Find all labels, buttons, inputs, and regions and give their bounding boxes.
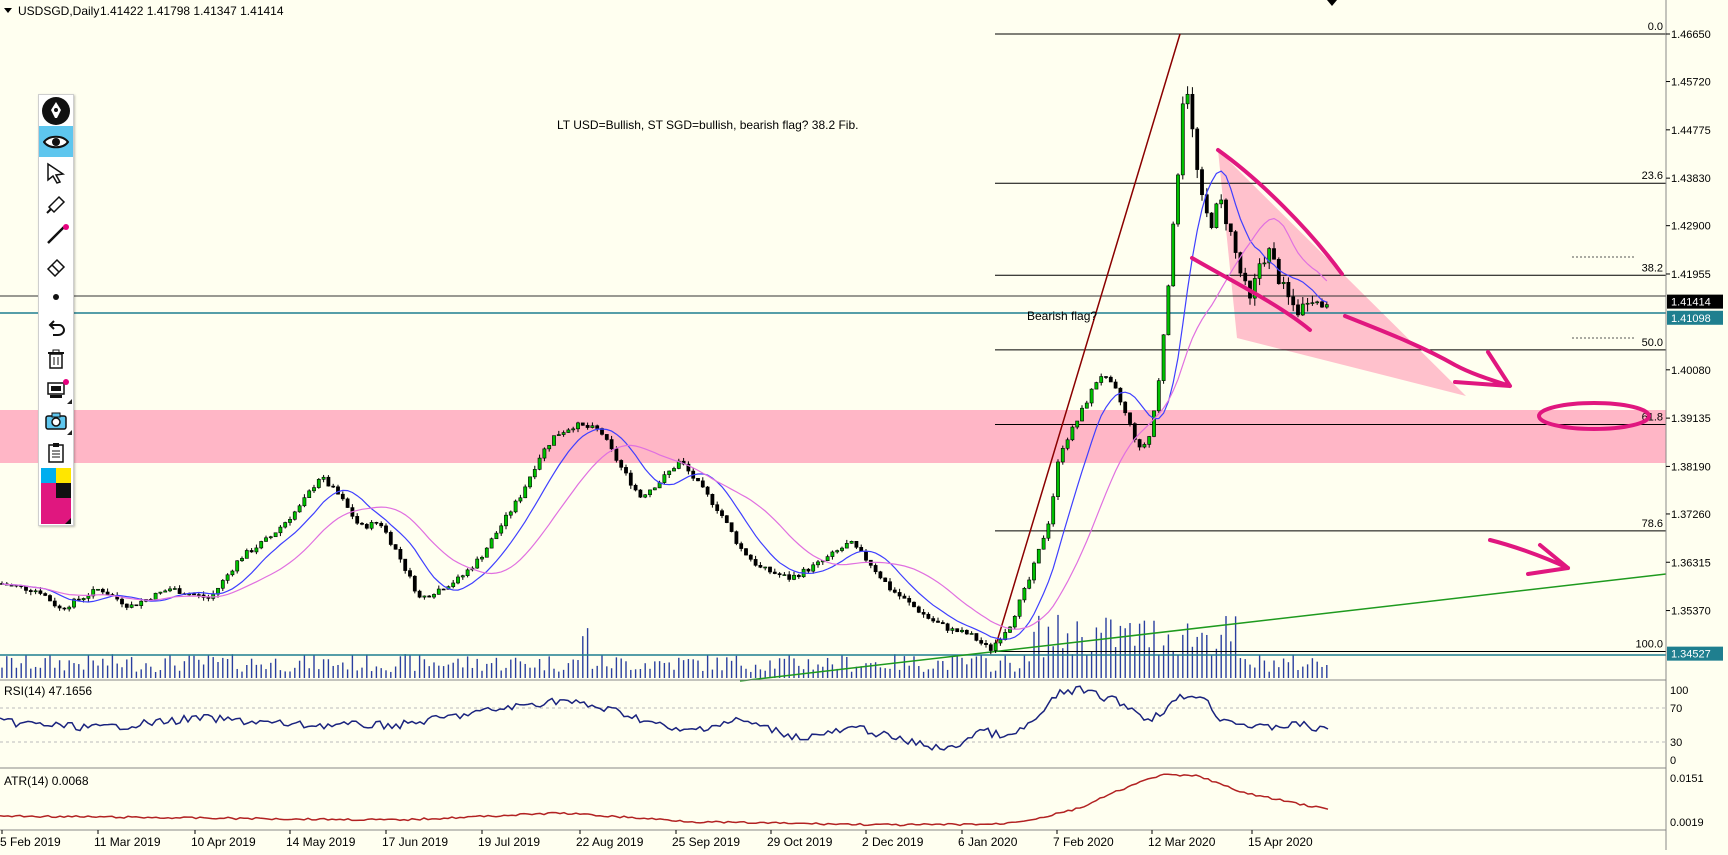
hand-drawings — [1190, 148, 1651, 576]
dot-icon[interactable] — [39, 281, 73, 312]
flag-lower-line — [1190, 256, 1312, 332]
line-tool-icon[interactable] — [39, 219, 73, 250]
date-tick-label: 19 Jul 2019 — [478, 835, 540, 849]
line-price-tag — [1667, 646, 1723, 661]
date-tick-label: 22 Aug 2019 — [576, 835, 644, 849]
rsi-tick-0: 0 — [1670, 755, 1676, 767]
rsi-panel — [0, 685, 1666, 751]
logo-pen-icon[interactable] — [39, 95, 73, 126]
symbol-title: USDSGD,Daily — [18, 4, 99, 18]
cursor-arrow-icon[interactable] — [39, 157, 73, 188]
date-tick-label: 11 Mar 2019 — [94, 835, 161, 849]
price-tick-label: 1.37260 — [1671, 509, 1711, 521]
stamp-icon[interactable] — [39, 374, 73, 405]
arrow-down-2 — [1488, 538, 1570, 576]
line-price-label: 1.41098 — [1671, 313, 1711, 325]
resistance-zone — [0, 410, 1666, 463]
camera-icon[interactable] — [39, 405, 73, 436]
date-tick-label: 29 Oct 2019 — [767, 835, 833, 849]
price-tick-label: 1.35370 — [1671, 606, 1711, 618]
price-tick-label: 1.46650 — [1671, 29, 1711, 41]
price-axis[interactable]: 1.46650 1.45720 1.44775 1.43830 1.42900 1.419… — [1666, 29, 1723, 661]
candlesticks — [0, 86, 1329, 655]
price-tick-label: 1.38190 — [1671, 461, 1711, 473]
rsi-tick-100: 100 — [1670, 685, 1688, 697]
rsi-tick-70: 70 — [1670, 703, 1682, 715]
triangle-down-icon[interactable] — [4, 8, 12, 13]
atr-tick-low: 0.0019 — [1670, 817, 1704, 829]
line-price-tag — [1667, 310, 1723, 325]
fib-level-label: 0.0 — [1648, 21, 1663, 33]
date-tick-label: 5 Feb 2019 — [0, 835, 61, 849]
price-tick-label: 1.45720 — [1671, 77, 1711, 89]
fib-level-label: 38.2 — [1642, 262, 1663, 274]
fib-level-label: 100.0 — [1635, 638, 1663, 650]
date-tick-label: 2 Dec 2019 — [862, 835, 924, 849]
price-tick-label: 1.42900 — [1671, 221, 1711, 233]
arrow-down-1 — [1343, 314, 1512, 388]
flag-upper-line — [1216, 148, 1344, 276]
price-tick-label: 1.43830 — [1671, 173, 1711, 185]
price-tick-label: 1.41955 — [1671, 269, 1711, 281]
moving-average-slow — [1, 217, 1328, 630]
price-tick-label: 1.40080 — [1671, 365, 1711, 377]
flag-annotation[interactable]: Bearish flag? — [1027, 309, 1097, 323]
ohlc-values: 1.41422 1.41798 1.41347 1.41414 — [100, 4, 284, 18]
price-tick-label: 1.44775 — [1671, 125, 1711, 137]
main-annotation[interactable]: LT USD=Bullish, ST SGD=bullish, bearish … — [557, 118, 858, 132]
chart-shift-marker[interactable] — [1327, 0, 1337, 6]
fib-level-label: 50.0 — [1642, 337, 1663, 349]
green-trendline[interactable] — [739, 573, 1667, 682]
date-tick-label: 25 Sep 2019 — [672, 835, 740, 849]
price-tick-label: 1.39135 — [1671, 413, 1711, 425]
rsi-label: RSI(14) 47.1656 — [4, 684, 92, 698]
date-tick-label: 15 Apr 2020 — [1248, 835, 1313, 849]
moving-average-fast — [1, 170, 1328, 640]
clipboard-icon[interactable] — [39, 436, 73, 467]
eraser-icon[interactable] — [39, 250, 73, 281]
price-tick-label: 1.36315 — [1671, 557, 1711, 569]
atr-tick-high: 0.0151 — [1670, 773, 1704, 785]
atr-line — [0, 773, 1329, 827]
rsi-tick-30: 30 — [1670, 737, 1682, 749]
date-tick-label: 6 Jan 2020 — [958, 835, 1018, 849]
date-tick-label: 10 Apr 2019 — [191, 835, 256, 849]
trash-icon[interactable] — [39, 343, 73, 374]
fib-level-label: 78.6 — [1642, 518, 1663, 530]
target-ellipse — [1537, 401, 1651, 431]
date-tick-label: 12 Mar 2020 — [1148, 835, 1216, 849]
fib-level-label: 23.6 — [1642, 170, 1663, 182]
date-tick-label: 7 Feb 2020 — [1053, 835, 1114, 849]
undo-icon[interactable] — [39, 312, 73, 343]
color-palette-icon[interactable] — [39, 467, 73, 525]
date-axis[interactable]: 5 Feb 2019 11 Mar 2019 10 Apr 2019 14 May 2… — [0, 830, 1313, 849]
current-price-label: 1.41414 — [1671, 297, 1711, 309]
volume-bars — [1, 614, 1328, 678]
drawing-toolbar — [38, 94, 74, 526]
eye-icon[interactable] — [39, 126, 73, 157]
impulse-line[interactable] — [994, 33, 1181, 649]
atr-panel — [0, 773, 1329, 827]
current-price-tag — [1667, 294, 1723, 309]
atr-label: ATR(14) 0.0068 — [4, 774, 89, 788]
rsi-line — [0, 685, 1329, 751]
date-tick-label: 17 Jun 2019 — [382, 835, 448, 849]
date-tick-label: 14 May 2019 — [286, 835, 356, 849]
line-price-label: 1.34527 — [1671, 649, 1711, 661]
highlighter-icon[interactable] — [39, 188, 73, 219]
